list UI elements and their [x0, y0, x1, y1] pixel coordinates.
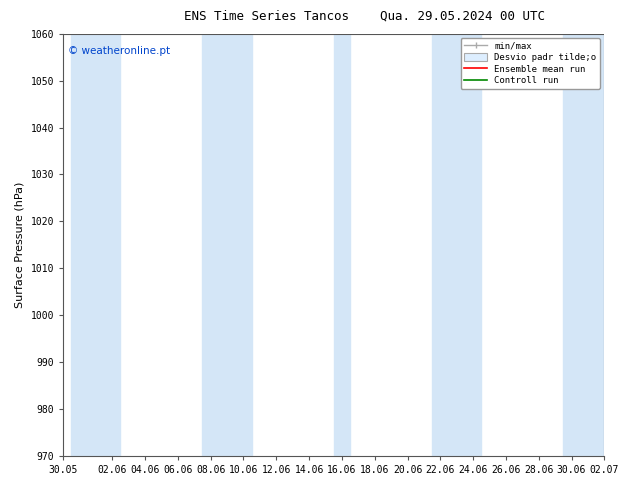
Text: © weatheronline.pt: © weatheronline.pt — [68, 47, 171, 56]
Bar — [432, 34, 481, 456]
Bar — [71, 34, 120, 456]
Bar — [333, 34, 350, 456]
Bar — [564, 34, 612, 456]
Legend: min/max, Desvio padr tilde;o, Ensemble mean run, Controll run: min/max, Desvio padr tilde;o, Ensemble m… — [461, 38, 600, 89]
Text: ENS Time Series Tancos: ENS Time Series Tancos — [184, 10, 349, 23]
Y-axis label: Surface Pressure (hPa): Surface Pressure (hPa) — [15, 182, 25, 308]
Bar — [202, 34, 252, 456]
Text: Qua. 29.05.2024 00 UTC: Qua. 29.05.2024 00 UTC — [380, 10, 545, 23]
